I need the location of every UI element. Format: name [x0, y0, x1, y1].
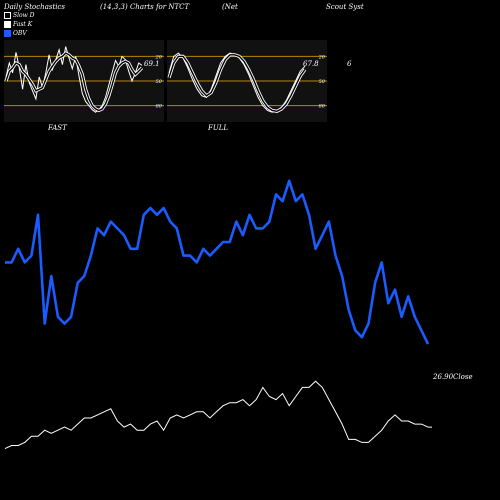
fast-k-swatch — [4, 21, 11, 28]
fast-k-label: Fast K — [13, 21, 33, 28]
slow-d-label: Slow D — [13, 12, 35, 19]
close-label: 26.90Close — [433, 373, 473, 381]
full-last-value: 67.8 — [303, 60, 319, 68]
main-panel — [4, 179, 432, 450]
slow-d-swatch — [4, 12, 11, 19]
fast-panel-label: FAST — [48, 124, 67, 132]
full-slow-d-line — [168, 54, 306, 113]
full-panel: 80 50 20 — [167, 52, 327, 113]
legend-item-fast-k: Fast K — [4, 21, 32, 28]
fast-panel: 80 50 20 — [4, 46, 164, 113]
chart-params: (14,3,3) Charts for NTCT — [100, 3, 190, 11]
chart-title: Daily Stochastics — [4, 3, 66, 11]
company-name-1: (Net — [222, 3, 238, 11]
legend-item-slow-d: Slow D — [4, 12, 35, 19]
fast-slow-d-line — [5, 52, 143, 112]
full-side-label: 6 — [347, 60, 352, 68]
close-price-line — [4, 380, 429, 450]
full-tick-label: 20 — [318, 54, 326, 60]
obv-swatch — [4, 30, 11, 37]
obv-label: OBV — [13, 30, 27, 37]
legend-item-obv: OBV — [4, 30, 27, 37]
company-name-2: Scout Syst — [326, 3, 364, 11]
fast-last-value: 69.1 — [144, 60, 160, 68]
fast-tick-label: 50 — [156, 79, 163, 85]
fast-tick-label: 80 — [156, 104, 163, 110]
full-tick-label: 50 — [319, 79, 326, 85]
fast-tick-label: 20 — [155, 54, 163, 60]
full-tick-label: 80 — [319, 104, 326, 110]
obv-line — [5, 179, 430, 345]
full-panel-label: FULL — [208, 124, 229, 132]
